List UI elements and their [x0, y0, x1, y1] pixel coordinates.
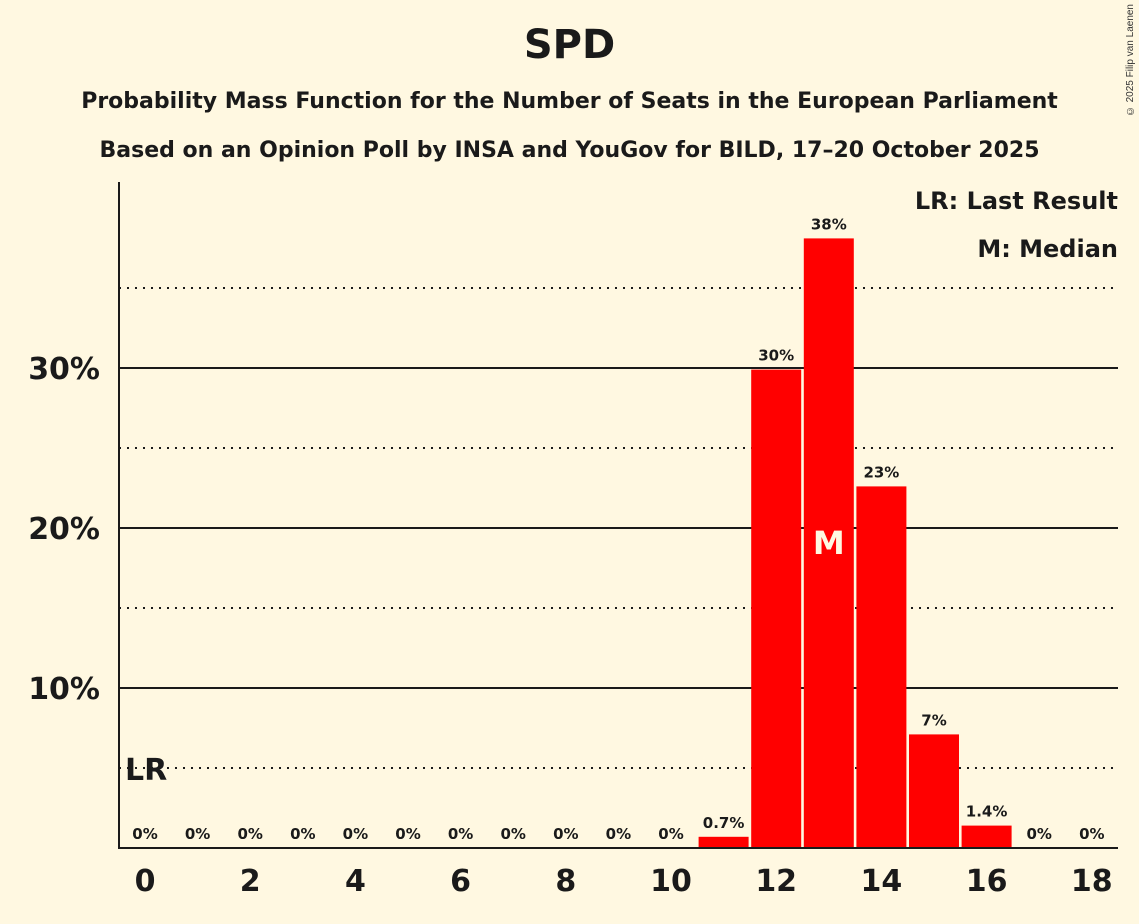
data-label: 0%	[606, 825, 631, 843]
bar	[698, 836, 749, 848]
data-label: 0%	[185, 825, 210, 843]
data-label: 0%	[237, 825, 262, 843]
last-result-marker: LR	[125, 753, 167, 788]
data-label: 0%	[553, 825, 578, 843]
data-label: 0%	[343, 825, 368, 843]
x-tick-label: 6	[450, 864, 471, 899]
x-tick-label: 8	[555, 864, 576, 899]
data-label: 7%	[921, 711, 946, 729]
axes: 10% 20% 30% 0 2 4 6 8 10 12 14 16 18	[28, 182, 1118, 899]
data-label: 1.4%	[966, 803, 1008, 821]
x-tick-label: 14	[861, 864, 903, 899]
bar	[751, 369, 802, 848]
data-label: 0%	[500, 825, 525, 843]
data-label: 0%	[395, 825, 420, 843]
data-label: 0%	[1026, 825, 1051, 843]
x-tick-label: 10	[650, 864, 692, 899]
data-label: 0%	[448, 825, 473, 843]
data-label: 0%	[132, 825, 157, 843]
y-tick-label: 10%	[28, 672, 100, 707]
chart-subtitle-source: Based on an Opinion Poll by INSA and You…	[99, 138, 1040, 163]
x-tick-label: 16	[966, 864, 1008, 899]
bars	[698, 238, 1012, 848]
data-label: 0%	[290, 825, 315, 843]
data-label: 30%	[758, 347, 794, 365]
x-tick-label: 12	[755, 864, 797, 899]
x-tick-label: 2	[240, 864, 261, 899]
data-label: 23%	[863, 463, 899, 481]
bar	[803, 238, 854, 848]
x-tick-label: 4	[345, 864, 366, 899]
median-marker: M	[813, 524, 845, 562]
data-labels: 0% 0% 0% 0% 0% 0% 0% 0% 0% 0% 0% 0.7% 30% 38% 23% 7% 1.4…	[125, 215, 1105, 843]
data-label: 0.7%	[703, 814, 745, 832]
x-tick-label: 0	[135, 864, 156, 899]
data-label: 38%	[811, 215, 847, 233]
x-tick-label: 18	[1071, 864, 1113, 899]
chart-title: SPD	[523, 22, 616, 68]
y-tick-label: 30%	[28, 352, 100, 387]
gridlines	[119, 287, 1118, 769]
y-tick-label: 20%	[28, 512, 100, 547]
bar	[856, 486, 907, 848]
bar	[909, 734, 959, 848]
chart-subtitle: Probability Mass Function for the Number…	[81, 89, 1058, 114]
data-label: 0%	[658, 825, 683, 843]
bar	[961, 825, 1012, 848]
data-label: 0%	[1079, 825, 1104, 843]
legend-last-result: LR: Last Result	[915, 187, 1118, 215]
legend-median: M: Median	[977, 235, 1118, 263]
